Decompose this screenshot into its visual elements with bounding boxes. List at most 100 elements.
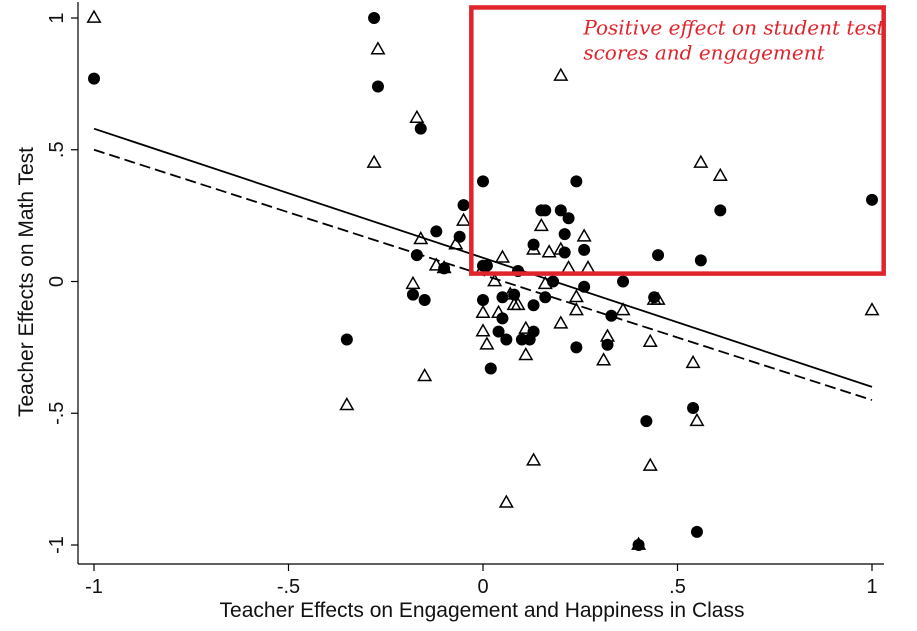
triangle-point	[533, 217, 549, 232]
triangle-point	[417, 368, 433, 382]
triangle-point	[689, 412, 705, 427]
triangle-point	[366, 154, 382, 168]
triangle-point	[561, 259, 577, 274]
circle-point	[558, 246, 571, 259]
triangle-point	[685, 354, 701, 369]
triangle-point	[642, 333, 658, 348]
triangle-point	[553, 315, 569, 329]
circle-point	[578, 280, 591, 293]
x-tick-label: .5	[669, 576, 686, 598]
y-tick-label: .5	[46, 141, 68, 158]
circle-point	[477, 175, 489, 188]
triangle-point	[475, 304, 491, 319]
triangle-point	[526, 452, 542, 466]
triangle-point	[494, 249, 510, 263]
circle-point	[690, 525, 703, 538]
triangle-point	[580, 259, 596, 274]
triangle-point	[693, 154, 709, 168]
triangle-point	[553, 67, 569, 81]
triangle-point	[86, 9, 102, 23]
circle-point	[554, 204, 567, 217]
triangle-point	[405, 275, 421, 290]
circle-point	[527, 238, 540, 251]
circle-point	[457, 199, 470, 212]
circle-point	[687, 401, 700, 414]
triangle-point	[448, 236, 464, 250]
circle-point	[418, 293, 431, 306]
circle-point	[640, 415, 653, 428]
circle-point	[558, 228, 571, 241]
solid-fit-line	[93, 127, 873, 388]
circle-point	[430, 225, 443, 238]
triangle-point	[370, 41, 386, 55]
circle-point	[368, 12, 381, 24]
circle-point	[694, 254, 707, 267]
y-axis-title: Teacher Effects on Math Test	[15, 147, 38, 417]
triangle-point	[428, 257, 444, 271]
triangle-point	[576, 228, 592, 242]
annotation-line-2: scores and engagement	[583, 40, 825, 64]
circle-point	[605, 309, 618, 322]
circle-point	[570, 175, 583, 188]
circle-point	[414, 122, 427, 135]
circle-point	[500, 333, 513, 346]
triangle-point	[864, 302, 880, 316]
x-tick-label: 0	[477, 576, 488, 598]
circle-point	[453, 230, 466, 243]
circle-point	[496, 312, 509, 325]
x-tick-label: -1	[85, 576, 103, 598]
x-axis-ticks: -1 -.5 0 .5 1	[85, 564, 878, 598]
circle-point	[527, 325, 540, 338]
x-tick-label: 1	[866, 576, 877, 598]
triangle-point	[631, 536, 647, 550]
x-tick-label: -.5	[277, 576, 300, 598]
triangle-point	[487, 273, 503, 287]
triangle-point	[526, 241, 542, 255]
y-tick-label: -.5	[46, 402, 68, 425]
triangle-point	[475, 323, 491, 337]
circle-point	[866, 193, 878, 206]
circle-point	[578, 243, 591, 256]
circle-point	[340, 333, 353, 346]
triangle-point	[518, 320, 534, 334]
triangle-point	[568, 302, 584, 316]
circle-point	[477, 293, 489, 306]
circle-point	[547, 275, 560, 288]
triangle-point	[479, 336, 495, 350]
triangle-point	[615, 302, 631, 316]
circle-point	[496, 291, 509, 304]
triangle-point	[541, 244, 557, 258]
triangle-point	[498, 494, 514, 508]
circle-point	[88, 72, 100, 85]
triangle-point	[599, 328, 616, 342]
circle-point	[714, 204, 727, 217]
x-axis-title: Teacher Effects on Engagement and Happin…	[220, 599, 745, 622]
triangle-point	[436, 259, 452, 274]
circle-point	[617, 275, 630, 288]
y-tick-label: 1	[46, 12, 68, 23]
triangle-point	[712, 167, 728, 182]
plot-frame	[77, 2, 884, 565]
data-markers	[86, 9, 880, 551]
triangle-point	[456, 212, 472, 226]
circle-point	[410, 249, 423, 262]
triangle-point	[339, 397, 355, 411]
triangle-point	[413, 231, 429, 245]
triangle-point	[642, 457, 658, 471]
triangle-point	[553, 241, 569, 255]
y-axis-ticks: -1 -.5 0 .5 1	[46, 12, 78, 554]
circle-point	[539, 204, 552, 217]
circle-point	[570, 341, 583, 354]
triangle-point	[537, 275, 553, 290]
triangle-point	[502, 286, 518, 300]
circle-point	[539, 291, 552, 304]
triangle-point	[491, 304, 507, 319]
y-tick-label: 0	[46, 276, 68, 287]
highlight-region: Positive effect on student test scores a…	[469, 5, 886, 276]
triangle-point	[409, 109, 425, 124]
annotation-line-1: Positive effect on student test	[582, 15, 885, 39]
triangle-point	[568, 288, 584, 303]
circle-point	[406, 288, 419, 301]
highlight-box	[469, 5, 886, 276]
